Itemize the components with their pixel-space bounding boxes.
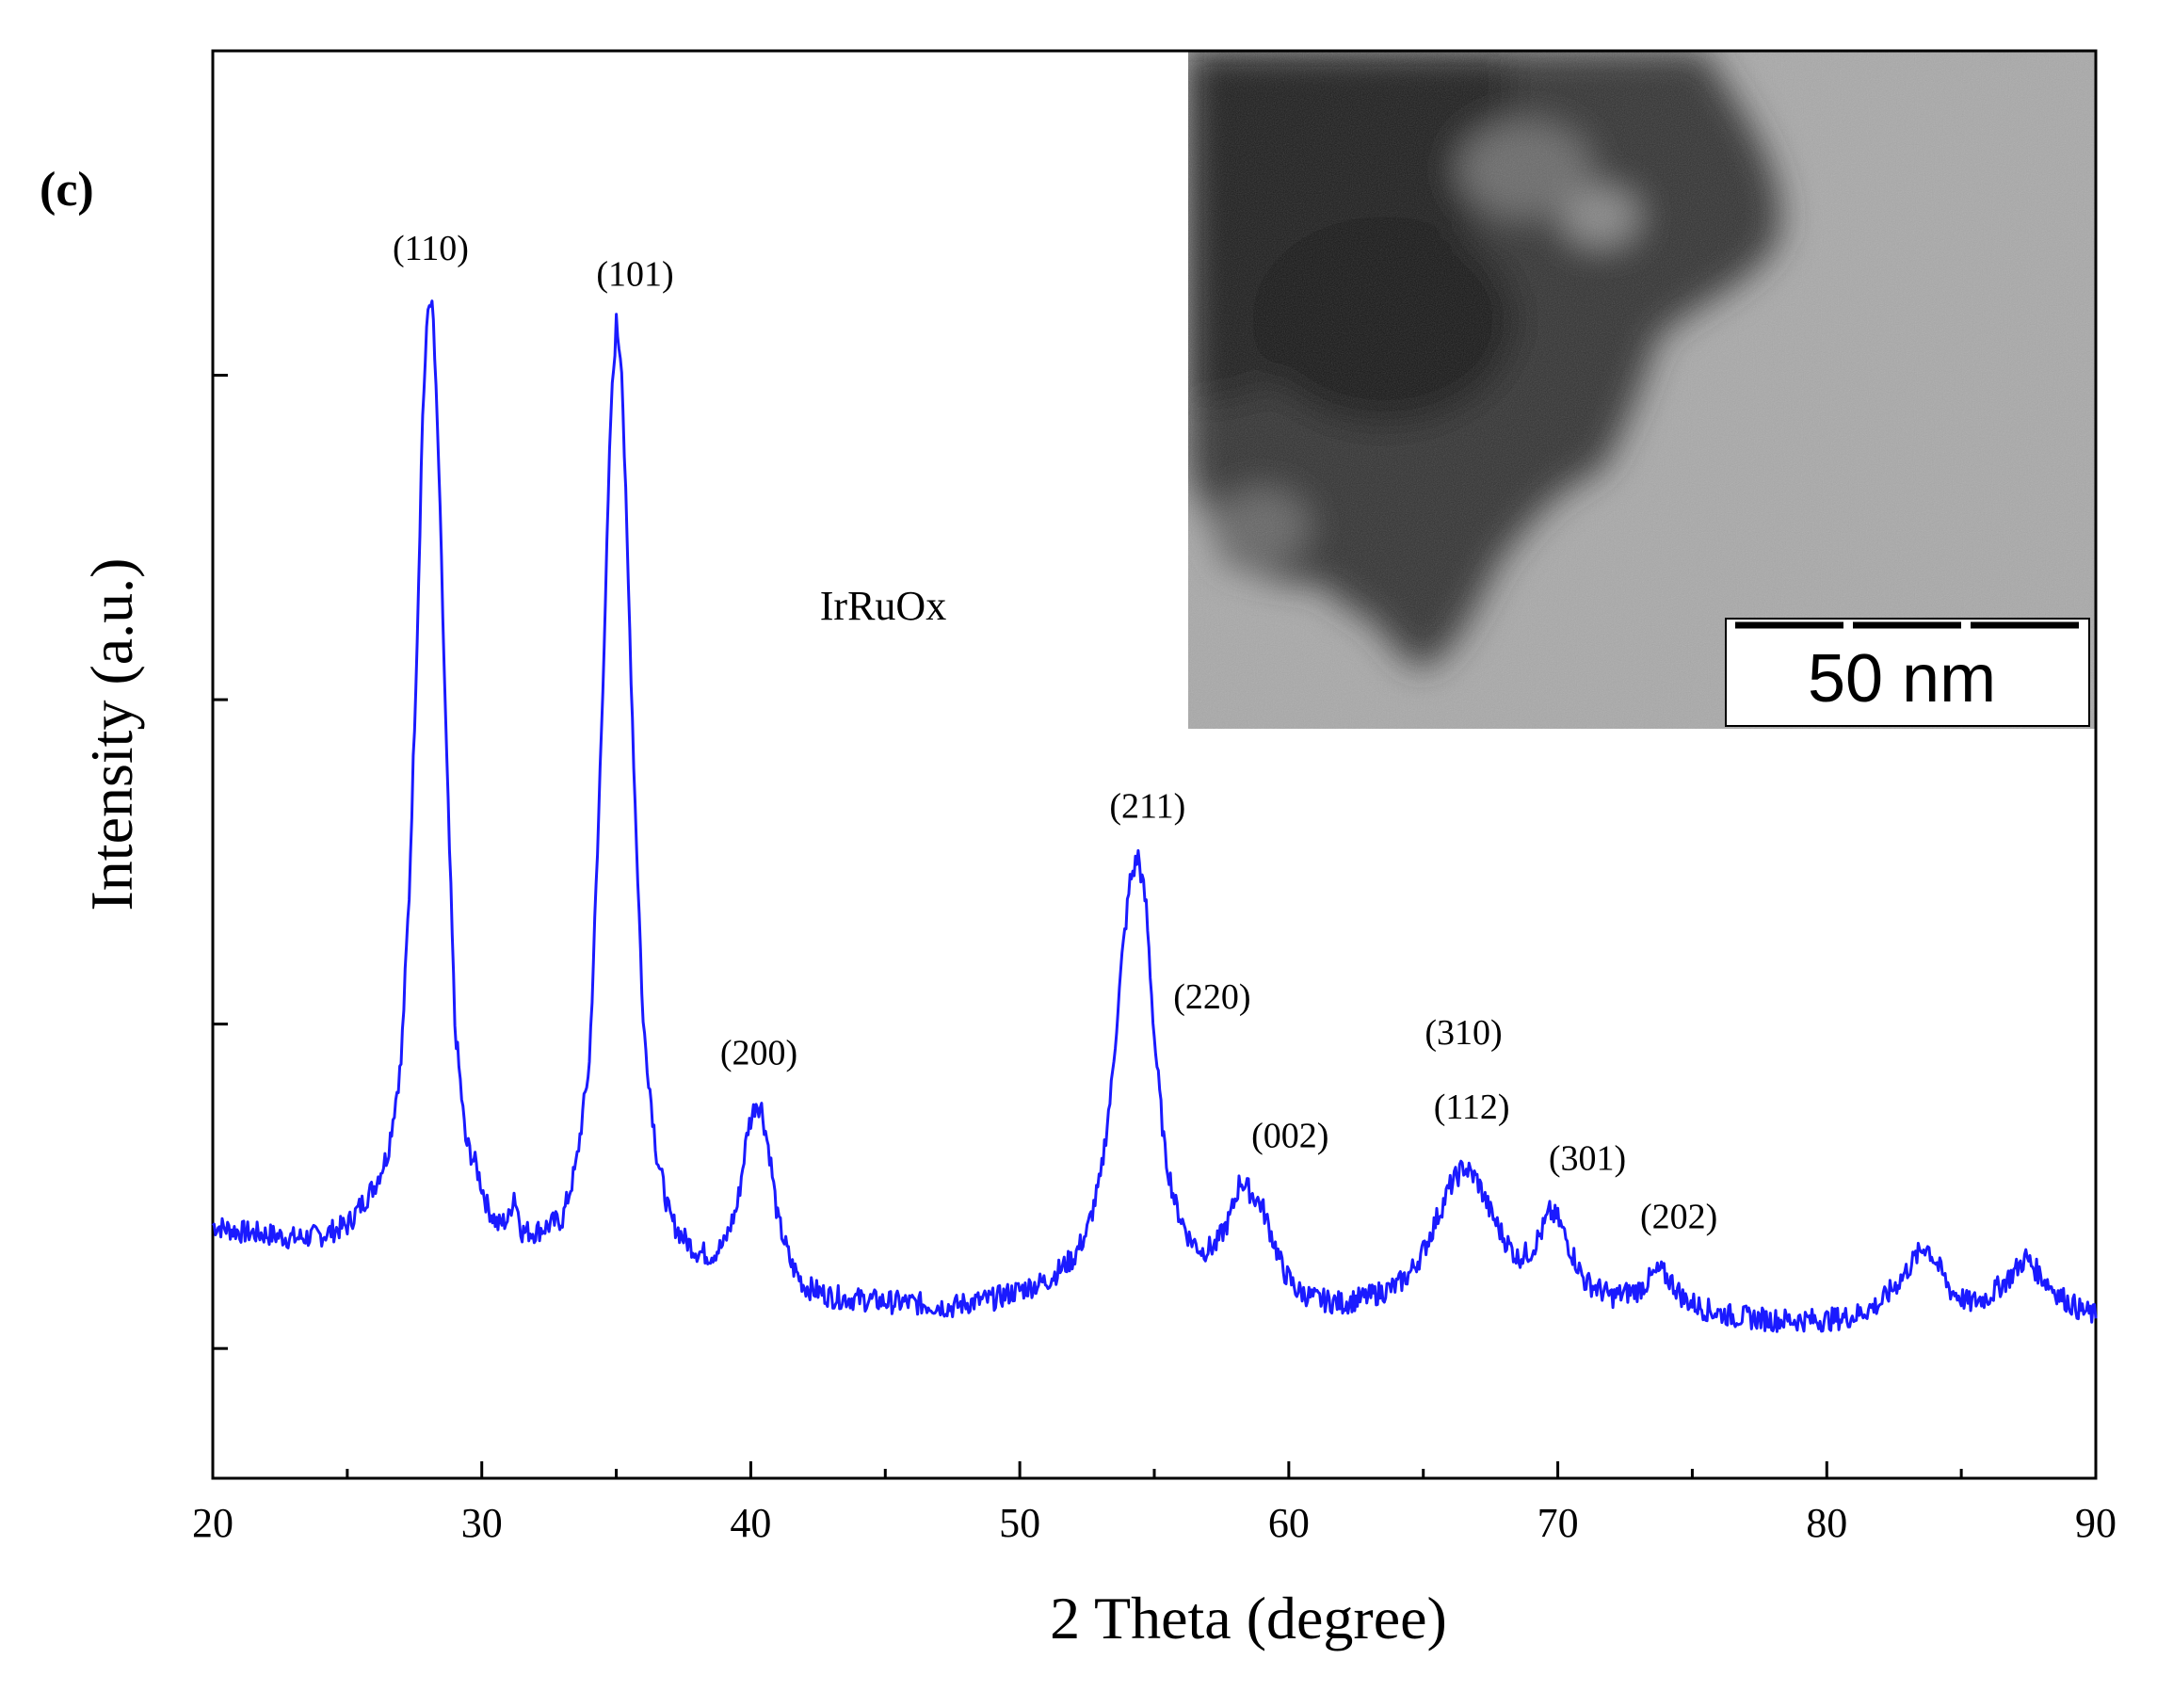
sample-label: IrRuOx	[820, 583, 946, 629]
x-tick-label: 70	[1537, 1500, 1579, 1546]
x-axis-title: 2 Theta (degree)	[1050, 1585, 1447, 1652]
x-tick-label: 80	[1806, 1500, 1847, 1546]
series-line	[211, 299, 2098, 1333]
x-tick-label: 20	[192, 1500, 233, 1546]
panel-label: (c)	[40, 163, 94, 217]
peak-label: (310)	[1425, 1013, 1502, 1053]
peak-label: (002)	[1251, 1117, 1328, 1156]
peak-label: (220)	[1173, 977, 1250, 1017]
series-layer	[211, 299, 2098, 1333]
scale-bar-label: 50 nm	[1808, 641, 1996, 717]
x-axis-ticks: 20 30 40 50 60 70 80 90	[192, 1461, 2117, 1546]
x-tick-label: 40	[730, 1500, 771, 1546]
peak-label: (200)	[720, 1033, 797, 1072]
peak-label: (110)	[393, 229, 469, 268]
peak-label: (101)	[596, 254, 673, 294]
x-tick-label: 30	[461, 1500, 503, 1546]
peak-label: (112)	[1434, 1088, 1510, 1127]
x-tick-label: 50	[999, 1500, 1040, 1546]
y-axis-title: Intensity (a.u.)	[78, 558, 145, 911]
x-tick-label: 60	[1268, 1500, 1310, 1546]
peak-label: (301)	[1549, 1138, 1626, 1178]
x-tick-label: 90	[2075, 1500, 2117, 1546]
peak-label: (211)	[1109, 786, 1185, 826]
peak-labels: (110) (101) (200) (211) (220) (002) (310) (112)…	[393, 229, 1717, 1237]
y-axis-ticks	[213, 49, 228, 1350]
scale-bar: 50 nm	[1725, 618, 2090, 727]
peak-label: (202)	[1640, 1197, 1717, 1236]
tem-inset-image: 50 nm	[1188, 51, 2096, 729]
